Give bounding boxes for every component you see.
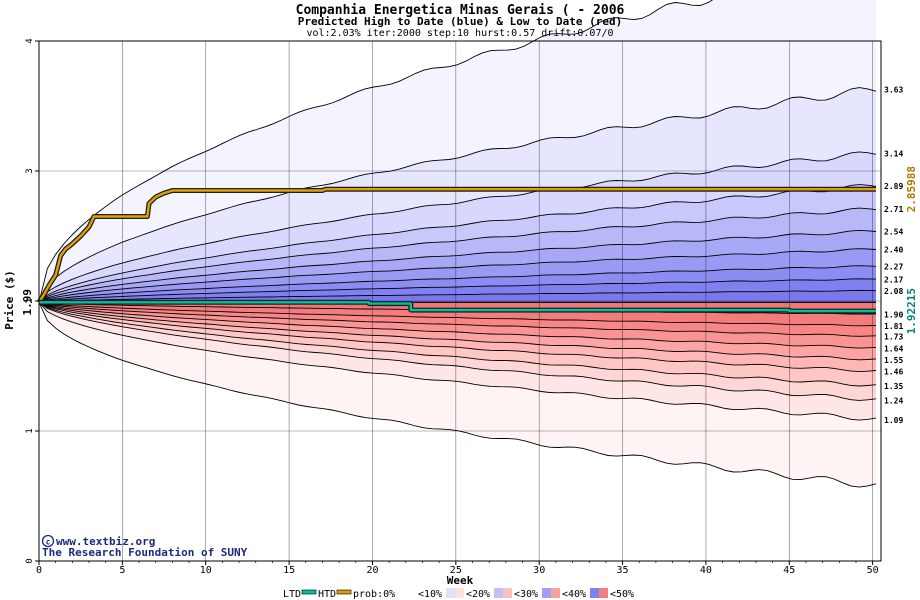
percentile-curve [38,87,877,303]
watermark-org: The Research Foundation of SUNY [42,546,248,559]
percentile-label: 2.54 [884,227,903,236]
percentile-curve [38,301,877,327]
legend-swatch-p50-blue [590,588,599,598]
y-tick-label: 3 [25,168,35,173]
percentile-curve [38,301,877,373]
x-axis-label: Week [447,574,474,587]
x-tick-label: 0 [36,565,42,576]
percentile-curve [38,301,877,349]
x-tick-label: 50 [867,565,879,576]
ltd-series-line [39,301,876,313]
percentile-label: 2.27 [884,262,903,271]
x-tick-label: 5 [119,565,125,576]
copyright-icon [41,534,55,548]
legend-swatch-p30-blue [494,588,503,598]
percentile-label: 3.63 [884,86,903,95]
percentile-curve [38,290,877,303]
percentile-label: 2.89 [884,182,903,191]
percentile-label: 2.71 [884,205,903,214]
percentile-curve [38,151,877,303]
percentile-label: 1.35 [884,382,903,391]
legend-p40-label: <40% [562,589,586,600]
x-tick-label: 40 [700,565,712,576]
percentile-label: 1.55 [884,356,903,365]
x-tick-label: 10 [200,565,212,576]
percentile-label: 1.81 [884,322,903,331]
probability-bands [39,0,876,488]
percentile-curve [38,0,714,303]
percentile-curve [38,184,877,303]
percentile-curve [38,278,877,303]
chart-title: Companhia Energetica Minas Gerais ( - 20… [296,3,625,18]
x-tick-label: 25 [450,565,462,576]
percentile-label: 1.90 [884,311,903,320]
legend-swatch-p40-red [551,588,560,598]
percentile-curve [38,265,877,303]
percentile-curve [38,301,877,421]
x-tick-label: 35 [617,565,629,576]
percentile-curve [38,302,877,488]
ltd-end-label: 1.92215 [905,288,918,334]
legend-swatch-p20-red [455,588,464,598]
percentile-curve [38,301,877,361]
percentile-curve [38,301,877,387]
legend-ltd-swatch [301,589,317,595]
legend-htd-label: HTD [318,589,336,600]
x-tick-label: 15 [283,565,295,576]
legend-p20-label: <20% [466,589,490,600]
legend-swatch-p20-blue [446,588,455,598]
chart-parameters: vol:2.03% iter:2000 step:10 hurst:0.57 d… [306,28,613,39]
percentile-curve [38,248,877,303]
legend-p50-label: <50% [610,589,634,600]
price-series [36,186,876,314]
htd-series-line [37,188,876,303]
y-axis-label: Price ($) [3,270,16,330]
watermark-url: www.textbiz.org [56,535,155,548]
htd-end-label: 2.85988 [905,166,918,212]
x-tick-label: 20 [366,565,378,576]
band-upper-fill-9 [39,290,876,303]
percentile-label: 2.17 [884,275,903,284]
percentile-label: 1.64 [884,344,903,353]
legend-swatch-p50-red [599,588,608,598]
percentile-curve [38,301,877,401]
legend-htd-swatch [336,589,352,595]
legend-swatch-p10 [398,588,416,598]
percentile-label: 2.08 [884,287,903,296]
legend-ltd-label: LTD [283,589,301,600]
legend-swatch-p30-red [503,588,512,598]
legend-prob-label: prob:0% [353,589,395,600]
start-price-label: 1.99 [21,289,34,316]
legend-p10-label: <10% [418,589,442,600]
legend-p30-label: <30% [514,589,538,600]
percentile-curve [38,229,877,303]
percentile-labels: 3.63 3.14 2.89 2.71 2.54 2.40 2.27 2.17 2.08 1.90… [884,86,903,425]
axes: 0 5 10 15 20 25 30 35 40 45 50 0 1 2 3 4 [25,38,879,576]
y-tick-label: 4 [25,38,35,43]
y-tick-label: 1 [25,428,35,433]
y-tick-label: 0 [25,558,35,563]
percentile-curve [38,207,877,303]
y-tick-label: 2 [25,298,35,303]
legend-swatch-p40-blue [542,588,551,598]
copyright-icon-letter: c [46,538,51,547]
legend: LTD HTD prob:0% <10% <20% <30% <40% <50% [283,588,634,600]
percentile-label: 1.73 [884,333,903,342]
percentile-label: 1.24 [884,396,903,405]
chart-subtitle: Predicted High to Date (blue) & Low to D… [298,15,623,28]
percentile-label: 1.46 [884,368,903,377]
percentile-label: 2.40 [884,246,903,255]
percentile-label: 3.14 [884,149,903,158]
percentile-curves [38,0,877,488]
x-tick-label: 30 [533,565,545,576]
watermark: c www.textbiz.org The Research Foundatio… [41,534,248,559]
x-tick-label: 45 [783,565,795,576]
percentile-curve [38,301,877,337]
percentile-label: 1.09 [884,416,903,425]
